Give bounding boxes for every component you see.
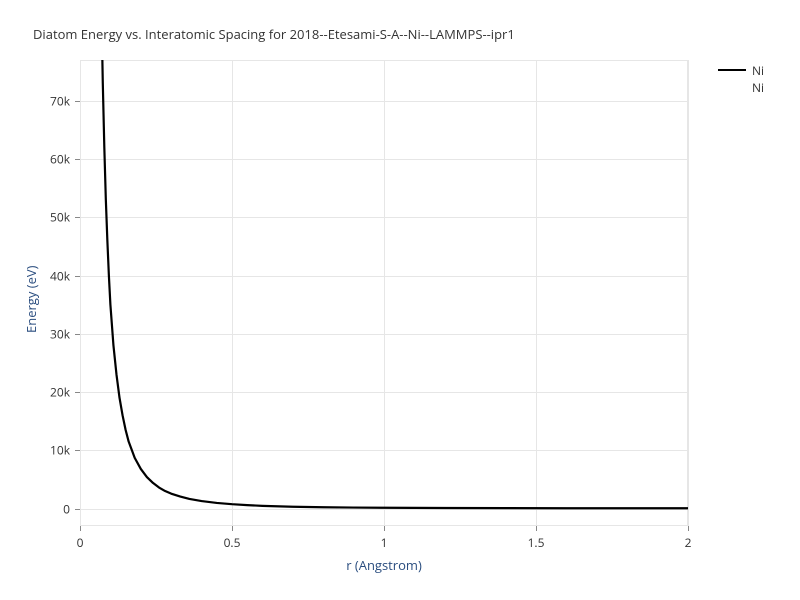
legend-swatch [718, 69, 746, 71]
legend-label: Ni Ni [752, 62, 764, 96]
y-tick [75, 217, 80, 218]
y-tick-label: 70k [50, 92, 70, 109]
x-tick [536, 526, 537, 531]
y-tick-label: 30k [50, 325, 70, 342]
y-tick-label: 40k [50, 267, 70, 284]
x-tick-label: 0.5 [224, 534, 241, 551]
y-tick [75, 159, 80, 160]
y-tick [75, 101, 80, 102]
y-tick [75, 392, 80, 393]
chart-container: Diatom Energy vs. Interatomic Spacing fo… [0, 0, 800, 600]
y-tick [75, 334, 80, 335]
y-tick-label: 0 [63, 500, 70, 517]
x-tick-label: 2 [685, 534, 692, 551]
y-tick-label: 60k [50, 151, 70, 168]
y-tick-label: 10k [50, 442, 70, 459]
x-axis-label: r (Angstrom) [346, 556, 422, 574]
x-tick-label: 1 [381, 534, 388, 551]
y-tick [75, 450, 80, 451]
y-tick-label: 50k [50, 209, 70, 226]
x-tick [688, 526, 689, 531]
y-tick-label: 20k [50, 384, 70, 401]
data-series [80, 60, 688, 526]
x-tick [80, 526, 81, 531]
plot-area [80, 60, 688, 526]
x-tick-label: 1.5 [528, 534, 545, 551]
x-gridline [688, 60, 689, 526]
x-tick-label: 0 [77, 534, 84, 551]
y-axis-label: Energy (eV) [22, 266, 40, 333]
y-tick [75, 509, 80, 510]
chart-title: Diatom Energy vs. Interatomic Spacing fo… [33, 25, 515, 43]
x-tick [232, 526, 233, 531]
y-tick [75, 276, 80, 277]
x-tick [384, 526, 385, 531]
